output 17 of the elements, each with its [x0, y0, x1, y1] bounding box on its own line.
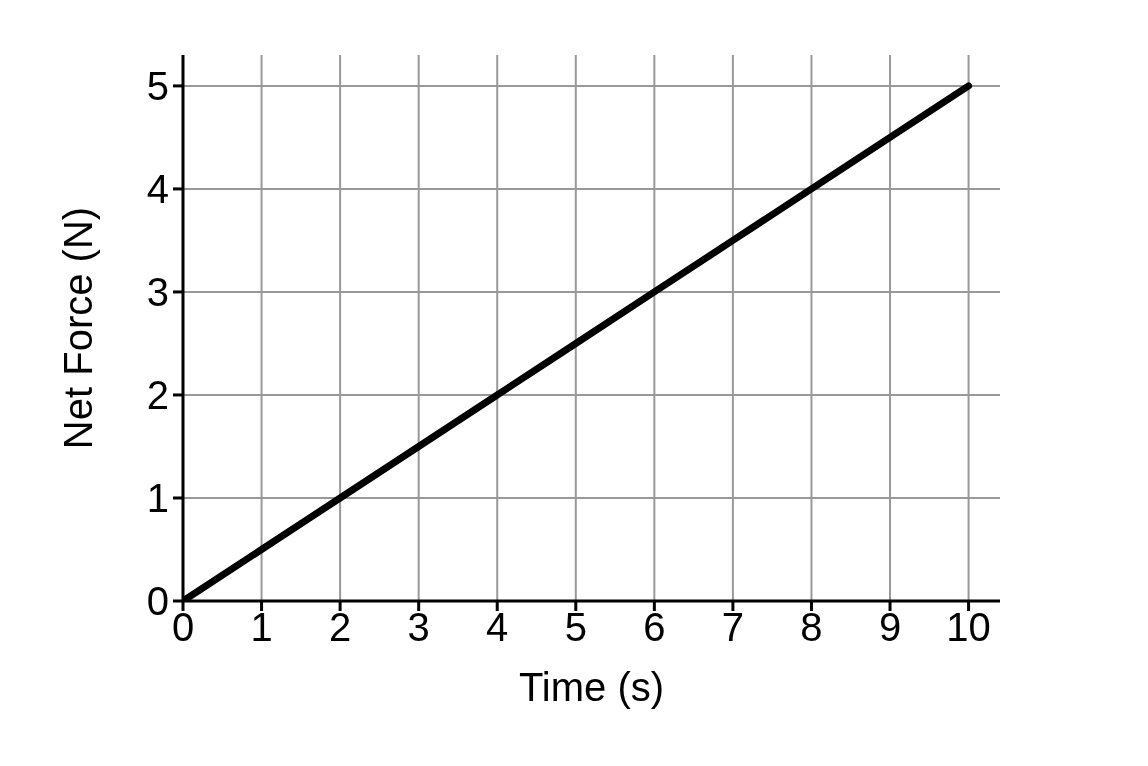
x-tick-label: 4: [486, 605, 509, 650]
x-tick-label: 8: [800, 605, 823, 650]
y-tick-label: 3: [146, 270, 169, 315]
x-tick-label: 6: [643, 605, 666, 650]
y-tick-label: 2: [146, 373, 169, 418]
y-tick-label: 4: [146, 167, 169, 212]
x-axis-title: Time (s): [518, 665, 665, 709]
x-tick-label: 5: [564, 605, 587, 650]
x-tick-label: 9: [878, 605, 902, 650]
x-tick-label: 7: [721, 605, 745, 650]
y-axis-title: Net Force (N): [56, 206, 101, 450]
x-tick-label: 2: [328, 605, 352, 650]
x-tick-label: 1: [250, 605, 273, 650]
x-tick-label: 3: [407, 605, 430, 650]
y-tick-label: 5: [146, 64, 169, 109]
y-tick-label: 1: [146, 476, 169, 521]
x-tick-label: 10: [946, 605, 991, 650]
